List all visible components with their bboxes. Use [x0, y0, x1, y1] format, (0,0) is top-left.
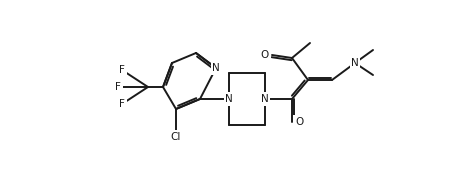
Text: N: N: [261, 94, 269, 104]
Text: F: F: [119, 65, 125, 75]
Text: N: N: [212, 63, 220, 73]
Text: Cl: Cl: [171, 132, 181, 142]
Text: F: F: [115, 82, 121, 92]
Text: N: N: [225, 94, 233, 104]
Text: N: N: [351, 58, 359, 68]
Text: O: O: [295, 117, 303, 127]
Text: O: O: [261, 50, 269, 60]
Text: F: F: [119, 99, 125, 109]
